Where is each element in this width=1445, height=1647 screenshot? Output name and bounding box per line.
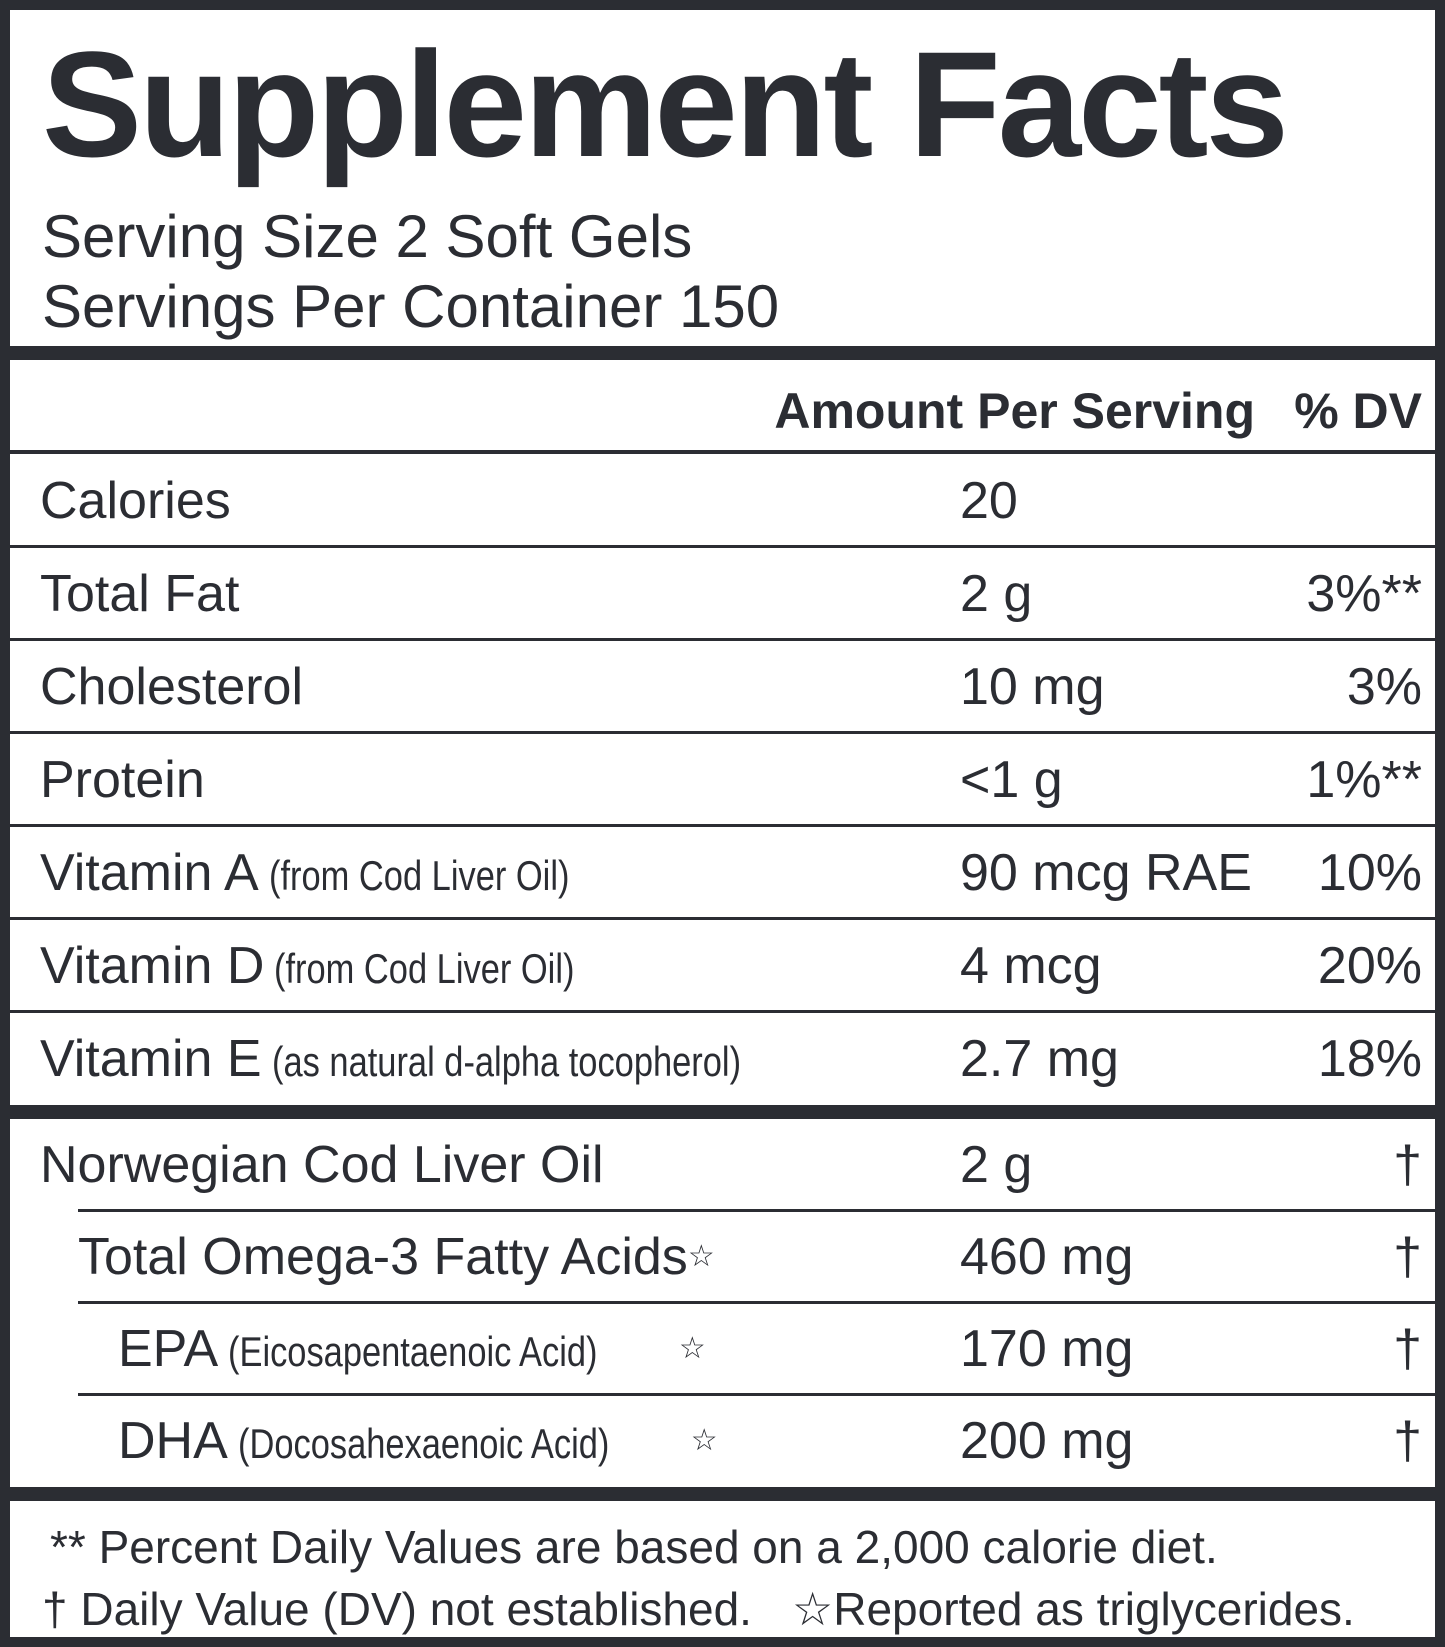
row-rule [10, 917, 1435, 920]
thick-rule [10, 1487, 1435, 1501]
amount: 4 mcg [960, 936, 1102, 995]
row-rule [78, 1301, 1435, 1304]
daily-value: † [1393, 1412, 1422, 1470]
nutrient-name: Calories [40, 471, 231, 531]
daily-value: 10% [1317, 843, 1422, 902]
name: EPA [118, 1320, 219, 1378]
amount-header: Amount Per Serving [774, 383, 1255, 439]
star-mark: ☆ [687, 1240, 715, 1273]
nutrient-name: Vitamin A (from Cod Liver Oil) [40, 843, 635, 906]
name: Vitamin D [40, 936, 265, 995]
daily-value: 20% [1317, 936, 1422, 995]
nutrient-name: Total Fat [40, 564, 239, 624]
row-rule [10, 545, 1435, 548]
daily-value: 3% [1346, 657, 1422, 716]
amount: 10 mg [960, 657, 1105, 716]
servings-per-container: Servings Per Container 150 [42, 273, 780, 340]
nutrient-name: Cholesterol [40, 657, 303, 717]
name: Norwegian Cod Liver Oil [40, 1136, 604, 1194]
name: Cholesterol [40, 657, 304, 716]
thick-rule [10, 1105, 1435, 1119]
thick-rule [10, 346, 1435, 360]
nutrient-name: Vitamin D (from Cod Liver Oil) [40, 936, 641, 999]
dv-header: % DV [1294, 383, 1422, 439]
star-mark: ☆ [690, 1424, 718, 1457]
amount: 170 mg [960, 1320, 1134, 1378]
rule [10, 450, 1435, 454]
daily-value: 3%** [1306, 564, 1422, 623]
name: Total Omega-3 Fatty Acids [78, 1228, 688, 1286]
nutrient-name: Protein [40, 750, 205, 810]
title: Supplement Facts [42, 20, 1289, 188]
nutrient-name: Norwegian Cod Liver Oil [40, 1135, 604, 1195]
amount: 2 g [960, 1136, 1033, 1194]
serving-size: Serving Size 2 Soft Gels [42, 203, 693, 270]
footnote: † Daily Value (DV) not established. [42, 1583, 752, 1635]
daily-value: † [1393, 1228, 1422, 1286]
daily-value: † [1393, 1136, 1422, 1194]
row-rule [78, 1393, 1435, 1396]
amount: 460 mg [960, 1228, 1134, 1286]
name: Vitamin A [40, 843, 259, 902]
daily-value: † [1393, 1320, 1422, 1378]
row-rule [10, 1010, 1435, 1013]
row-rule [10, 638, 1435, 641]
nutrient-name: Total Omega-3 Fatty Acids☆ [78, 1227, 715, 1287]
row-rule [10, 731, 1435, 734]
name: Vitamin E [40, 1029, 262, 1088]
qualifier: (from Cod Liver Oil) [268, 851, 570, 899]
row-rule [78, 1209, 1435, 1212]
daily-value: 18% [1317, 1029, 1422, 1088]
name: Protein [40, 750, 205, 809]
nutrient-name: DHA (Docosahexaenoic Acid) ☆ [118, 1411, 718, 1474]
name: Calories [40, 471, 231, 530]
row-rule [10, 824, 1435, 827]
amount: 90 mcg RAE [960, 843, 1252, 902]
qualifier: (from Cod Liver Oil) [274, 944, 575, 992]
qualifier: (Docosahexaenoic Acid) [237, 1420, 610, 1467]
qualifier: (Eicosapentaenoic Acid) [228, 1328, 598, 1375]
amount: 2 g [960, 564, 1033, 623]
star-mark: ☆ [678, 1332, 706, 1365]
amount: <1 g [960, 750, 1063, 809]
nutrient-name: Vitamin E (as natural d-alpha tocopherol) [40, 1029, 844, 1092]
daily-value: 1%** [1306, 750, 1422, 809]
name: DHA [118, 1412, 228, 1470]
nutrient-name: EPA (Eicosapentaenoic Acid) ☆ [118, 1319, 706, 1382]
amount: 200 mg [960, 1412, 1134, 1470]
footnote: ☆Reported as triglycerides. [792, 1583, 1355, 1635]
name: Total Fat [40, 564, 240, 623]
amount: 2.7 mg [960, 1029, 1119, 1088]
amount: 20 [960, 471, 1018, 530]
footnote: ** Percent Daily Values are based on a 2… [50, 1521, 1218, 1573]
qualifier: (as natural d-alpha tocopherol) [271, 1037, 741, 1085]
